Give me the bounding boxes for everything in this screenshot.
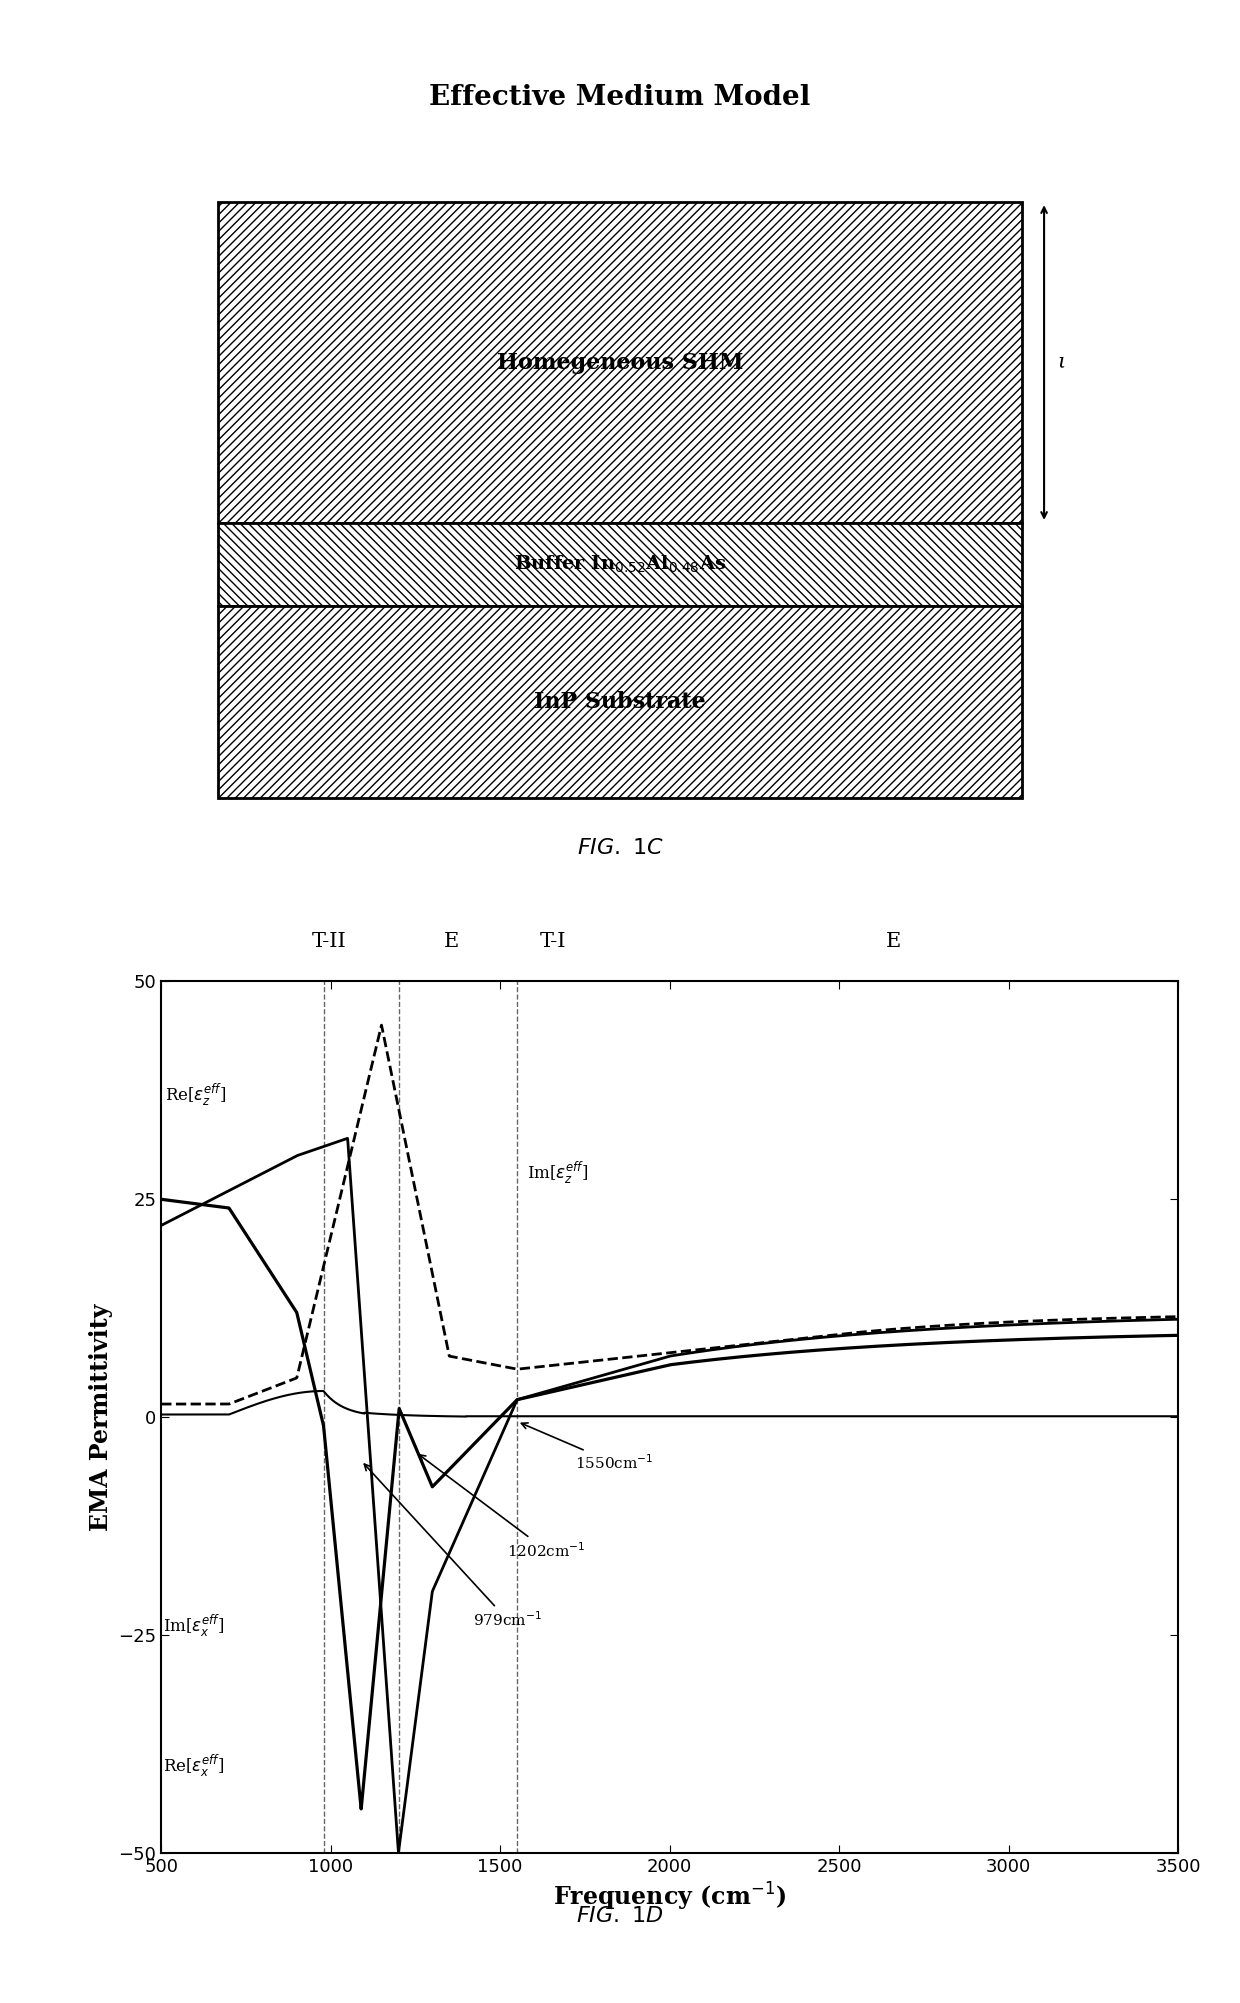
Text: Re[$\varepsilon_x^{eff}$]: Re[$\varepsilon_x^{eff}$] xyxy=(162,1753,224,1779)
Text: InP Substrate: InP Substrate xyxy=(534,691,706,713)
Bar xyxy=(218,607,1022,799)
Text: E: E xyxy=(885,931,901,951)
Text: 1550cm$^{-1}$: 1550cm$^{-1}$ xyxy=(521,1422,653,1472)
Text: E: E xyxy=(444,931,459,951)
Text: Re[$\varepsilon_z^{eff}$]: Re[$\varepsilon_z^{eff}$] xyxy=(165,1082,226,1108)
Y-axis label: EMA Permittivity: EMA Permittivity xyxy=(88,1304,113,1530)
Text: T-I: T-I xyxy=(539,931,565,951)
Text: Effective Medium Model: Effective Medium Model xyxy=(429,84,811,110)
Text: ι: ι xyxy=(1058,353,1065,373)
Text: T-II: T-II xyxy=(311,931,346,951)
Text: Im[$\varepsilon_z^{eff}$]: Im[$\varepsilon_z^{eff}$] xyxy=(527,1160,589,1186)
Text: Buffer In$_{0.52}$Al$_{0.48}$As: Buffer In$_{0.52}$Al$_{0.48}$As xyxy=(513,553,727,575)
Text: Im[$\varepsilon_x^{eff}$]: Im[$\varepsilon_x^{eff}$] xyxy=(162,1612,224,1638)
Text: 1202cm$^{-1}$: 1202cm$^{-1}$ xyxy=(419,1454,585,1560)
Bar xyxy=(218,202,1022,523)
X-axis label: Frequency (cm$^{-1}$): Frequency (cm$^{-1}$) xyxy=(553,1881,786,1913)
Text: $\mathit{FIG.\ 1D}$: $\mathit{FIG.\ 1D}$ xyxy=(577,1905,663,1927)
Text: Homegeneous SHM: Homegeneous SHM xyxy=(497,353,743,373)
Bar xyxy=(218,523,1022,607)
Text: 979cm$^{-1}$: 979cm$^{-1}$ xyxy=(365,1464,542,1628)
Text: $\mathit{FIG.\ 1C}$: $\mathit{FIG.\ 1C}$ xyxy=(577,837,663,859)
